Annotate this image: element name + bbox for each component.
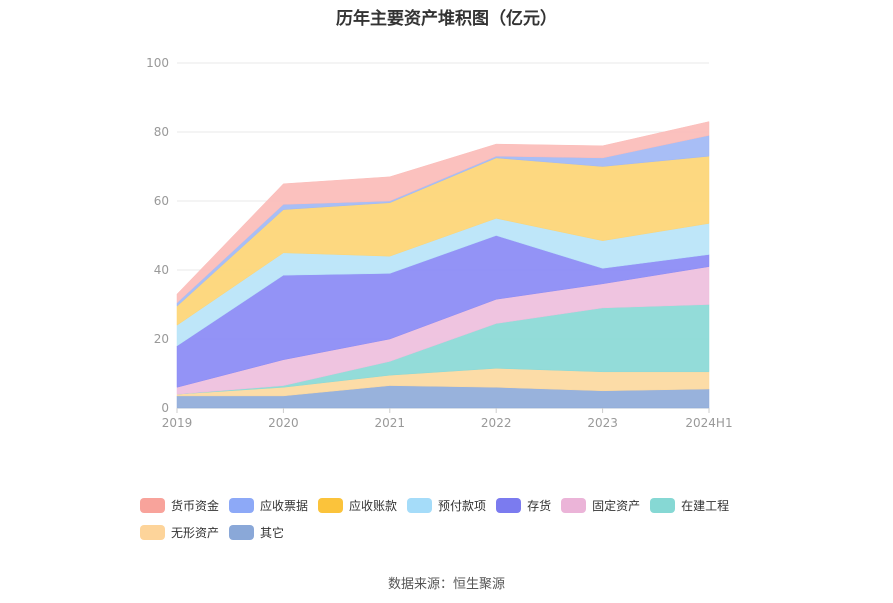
legend-swatch xyxy=(318,497,344,513)
legend-label: 固定资产 xyxy=(592,498,641,513)
legend-item[interactable]: 固定资产 xyxy=(561,496,640,514)
legend-item[interactable]: 无形资产 xyxy=(140,523,219,541)
legend-swatch xyxy=(407,497,433,513)
legend-label: 应收账款 xyxy=(349,498,398,513)
source-note: 数据来源：恒生聚源 xyxy=(387,577,505,592)
legend-swatch xyxy=(650,497,676,513)
x-tick-label: 2019 xyxy=(162,416,193,430)
legend-swatch xyxy=(229,524,255,540)
legend-swatch xyxy=(496,497,522,513)
y-tick-label: 100 xyxy=(146,56,169,70)
y-tick-label: 60 xyxy=(154,194,169,208)
x-tick-label: 2023 xyxy=(587,416,618,430)
legend-swatch xyxy=(229,497,255,513)
legend-item[interactable]: 在建工程 xyxy=(650,496,729,514)
legend-item[interactable]: 货币资金 xyxy=(140,496,219,514)
legend-swatch xyxy=(561,497,587,513)
legend-label: 应收票据 xyxy=(260,498,309,513)
x-tick-label: 2020 xyxy=(268,416,299,430)
x-tick-label: 2021 xyxy=(375,416,406,430)
legend-item[interactable]: 其它 xyxy=(229,523,284,541)
legend-item[interactable]: 预付款项 xyxy=(407,496,486,514)
legend-label: 其它 xyxy=(260,525,285,540)
y-tick-label: 80 xyxy=(154,125,169,139)
legend-item[interactable]: 应收账款 xyxy=(318,496,397,514)
legend-label: 货币资金 xyxy=(171,498,220,513)
y-tick-label: 40 xyxy=(154,263,169,277)
legend-label: 在建工程 xyxy=(681,498,730,513)
legend: 货币资金 应收票据 应收账款 预付款项 存货 固定资产 在建工程无形资产 其它 xyxy=(140,496,780,550)
y-tick-label: 20 xyxy=(154,332,169,346)
legend-item[interactable]: 存货 xyxy=(496,496,551,514)
stacked-area-chart: 0 20 40 60 80 100 2019 2020 2021 2022 2023 2024H1 xyxy=(146,56,733,430)
x-tick-label: 2024H1 xyxy=(685,416,732,430)
legend-label: 无形资产 xyxy=(171,525,220,540)
y-tick-label: 0 xyxy=(161,401,169,415)
legend-label: 预付款项 xyxy=(438,498,487,513)
legend-label: 存货 xyxy=(527,498,552,513)
x-tick-label: 2022 xyxy=(481,416,512,430)
area-series-货币资金 xyxy=(176,121,710,304)
legend-swatch xyxy=(140,524,165,540)
legend-swatch xyxy=(140,497,165,513)
legend-item[interactable]: 应收票据 xyxy=(229,496,308,514)
chart-title: 历年主要资产堆积图（亿元） xyxy=(336,9,557,29)
